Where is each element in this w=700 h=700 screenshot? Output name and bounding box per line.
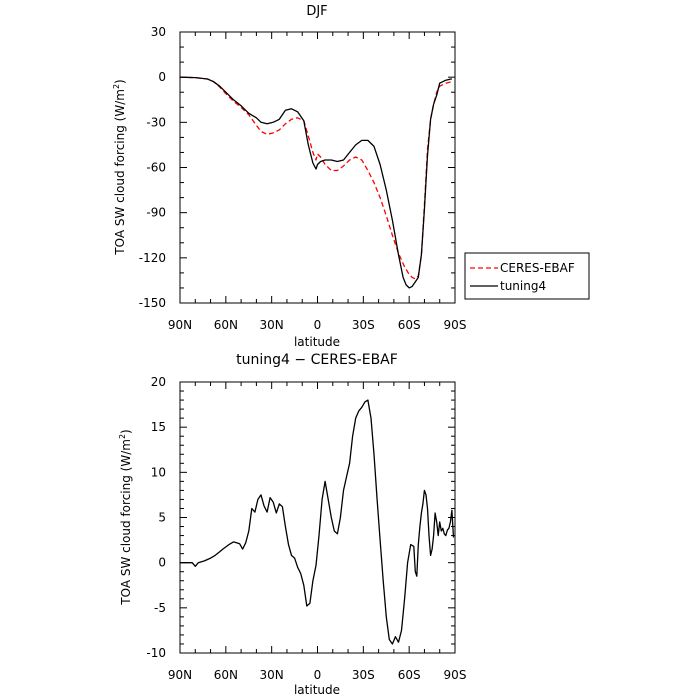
bottom-series-group <box>180 399 455 645</box>
top-x-tick-label: 30S <box>352 318 375 332</box>
legend-label-ceres: CERES-EBAF <box>500 261 575 275</box>
bottom-x-tick-label: 90S <box>444 668 467 682</box>
top-series-line-ceres-ebaf <box>179 76 453 280</box>
top-legend: CERES-EBAF tuning4 <box>464 252 590 300</box>
bottom-y-tick-label: 20 <box>151 375 166 389</box>
top-y-tick-label: 30 <box>151 25 166 39</box>
bottom-y-axis-label-main: TOA SW cloud forcing (W/m <box>119 439 133 606</box>
top-x-tick-labels: 90N 60N 30N 0 30S 60S 90S <box>168 318 467 332</box>
bottom-y-tick-label: 5 <box>158 511 166 525</box>
top-y-axis-label-sup: 2 <box>112 84 121 89</box>
bottom-x-tick-label: 60S <box>398 668 421 682</box>
bottom-panel: tuning4 − CERES-EBAF 90N 60N 30N 0 30S 60S 90S… <box>118 352 466 697</box>
top-x-tick-label: 60S <box>398 318 421 332</box>
bottom-plot-frame <box>179 381 456 654</box>
top-x-tick-label: 90S <box>444 318 467 332</box>
bottom-y-tick-label: -10 <box>146 646 166 660</box>
bottom-y-tick-label: 0 <box>158 556 166 570</box>
top-x-tick-label: 30N <box>260 318 284 332</box>
bottom-series-line-0 <box>180 399 455 645</box>
top-plot-frame <box>179 31 456 304</box>
bottom-x-tick-label: 0 <box>314 668 322 682</box>
top-x-tick-label: 0 <box>314 318 322 332</box>
bottom-x-tick-label: 30S <box>352 668 375 682</box>
top-series-group <box>179 76 453 289</box>
top-y-tick-label: -120 <box>139 251 166 265</box>
top-y-tick-label: -90 <box>146 206 166 220</box>
bottom-y-tick-label: 10 <box>151 465 166 479</box>
top-y-tick-label: -150 <box>139 296 166 310</box>
top-y-axis-label-main: TOA SW cloud forcing (W/m <box>113 89 127 256</box>
legend-label-tuning4: tuning4 <box>500 279 546 293</box>
bottom-y-axis-label: TOA SW cloud forcing (W/m2) <box>118 429 133 605</box>
bottom-x-axis-label: latitude <box>294 683 340 697</box>
bottom-x-tick-label: 30N <box>260 668 284 682</box>
top-y-tick-label: -60 <box>146 161 166 175</box>
legend-box <box>464 252 590 300</box>
bottom-y-tick-label: 15 <box>151 420 166 434</box>
top-x-axis-label: latitude <box>294 335 340 349</box>
top-panel: DJF 90N 60N 30N 0 30S 60S 90S 30 0 -30 -60 -90 -120… <box>112 4 590 349</box>
bottom-x-tick-labels: 90N 60N 30N 0 30S 60S 90S <box>168 668 467 682</box>
bottom-y-axis-label-sup: 2 <box>118 434 127 439</box>
top-y-tick-labels: 30 0 -30 -60 -90 -120 -150 <box>139 25 166 310</box>
top-y-axis-label-close: ) <box>113 79 127 84</box>
bottom-ticks <box>179 381 456 654</box>
top-title: DJF <box>306 4 327 19</box>
bottom-y-tick-label: -5 <box>154 601 166 615</box>
top-series-line-tuning4 <box>179 76 453 289</box>
top-x-tick-label: 90N <box>168 318 192 332</box>
top-y-tick-label: -30 <box>146 115 166 129</box>
bottom-y-axis-label-close: ) <box>119 429 133 434</box>
bottom-x-tick-label: 90N <box>168 668 192 682</box>
top-y-tick-label: 0 <box>158 70 166 84</box>
bottom-x-tick-label: 60N <box>214 668 238 682</box>
top-ticks <box>179 31 456 304</box>
bottom-y-tick-labels: 20 15 10 5 0 -5 -10 <box>146 375 166 660</box>
top-x-tick-label: 60N <box>214 318 238 332</box>
bottom-title: tuning4 − CERES-EBAF <box>236 352 398 368</box>
top-y-axis-label: TOA SW cloud forcing (W/m2) <box>112 79 127 255</box>
